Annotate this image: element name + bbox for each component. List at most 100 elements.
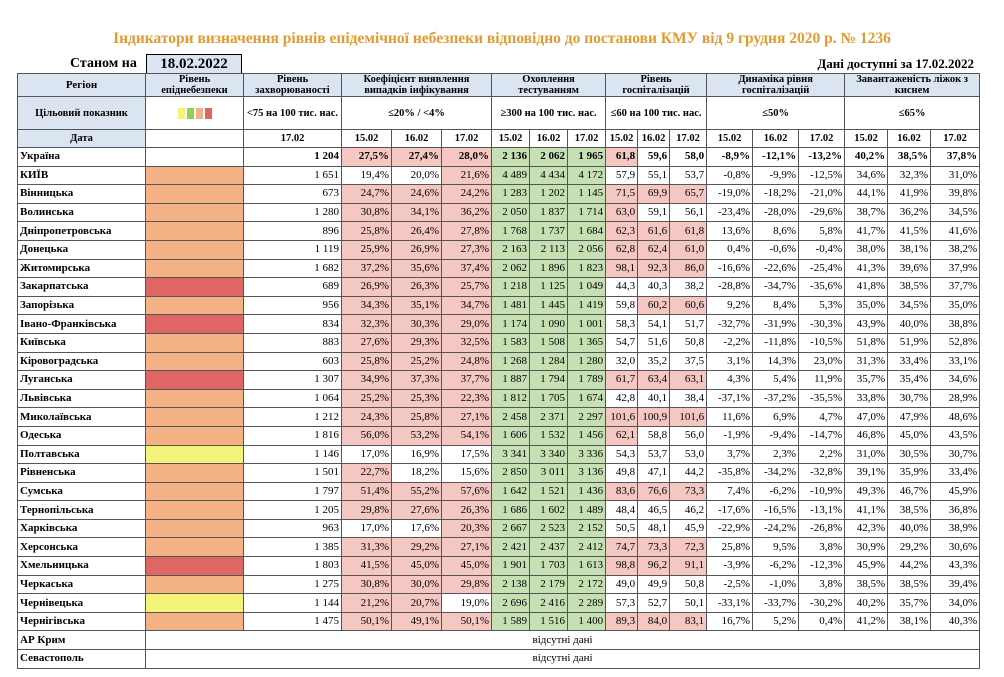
dyn-cell: -35,6% <box>798 277 846 297</box>
hosp-cell: 72,3 <box>669 537 708 558</box>
table-row: Сумська 1 797 51,4% 55,2% 57,6% 1 642 1 521 1 4… <box>17 481 981 502</box>
oxygen-cell: 29,2% <box>887 537 932 558</box>
table-row: Україна 1 204 27,5% 27,4% 28,0% 2 136 2 062 1 9… <box>17 147 981 167</box>
testing-cell: 2 412 <box>567 537 607 558</box>
detection-cell: 57,6% <box>440 481 493 502</box>
testing-cell: 1 400 <box>567 611 607 632</box>
date-column-header: 15.02 <box>706 129 754 148</box>
dyn-cell: 25,8% <box>706 537 754 558</box>
level-indicator <box>145 388 244 409</box>
testing-cell: 1 686 <box>491 500 531 520</box>
level-indicator <box>145 239 244 260</box>
testing-cell: 1 837 <box>529 202 569 223</box>
oxygen-cell: 41,7% <box>844 221 889 241</box>
oxygen-cell: 38,9% <box>930 518 981 539</box>
level-indicator <box>145 277 244 297</box>
dyn-cell: -11,8% <box>752 332 800 353</box>
hosp-cell: 50,5 <box>605 518 639 539</box>
dyn-cell: -37,2% <box>752 388 800 409</box>
detection-cell: 18,2% <box>391 463 442 483</box>
region-name: Миколаївська <box>17 407 146 427</box>
detection-cell: 50,1% <box>341 611 392 632</box>
dyn-cell: -12,3% <box>798 556 846 576</box>
oxygen-cell: 34,0% <box>930 593 981 613</box>
table-row: КИЇВ 1 651 19,4% 20,0% 21,6% 4 489 4 434 4 172 5… <box>17 165 981 186</box>
incidence-cell: 834 <box>243 314 342 334</box>
detection-cell: 25,8% <box>391 407 442 427</box>
oxygen-cell: 34,5% <box>930 202 981 223</box>
hosp-cell: 49,9 <box>637 574 671 595</box>
hosp-cell: 58,8 <box>637 425 671 446</box>
hosp-cell: 61,8 <box>669 221 708 241</box>
oxygen-cell: 39,4% <box>930 574 981 595</box>
incidence-cell: 1 385 <box>243 537 342 558</box>
dyn-cell: 13,6% <box>706 221 754 241</box>
date-column-header: 17.02 <box>798 129 846 148</box>
testing-cell: 1 516 <box>529 611 569 632</box>
dyn-cell: -0,6% <box>752 239 800 260</box>
region-name: Запорізька <box>17 295 146 316</box>
region-name: Чернівецька <box>17 593 146 613</box>
testing-cell: 1 202 <box>529 184 569 204</box>
dyn-cell: 4,3% <box>706 370 754 390</box>
hosp-cell: 74,7 <box>605 537 639 558</box>
detection-cell: 56,0% <box>341 425 392 446</box>
detection-cell: 36,2% <box>440 202 493 223</box>
oxygen-cell: 32,3% <box>887 165 932 186</box>
testing-cell: 1 901 <box>491 556 531 576</box>
oxygen-cell: 33,8% <box>844 388 889 409</box>
testing-cell: 2 113 <box>529 239 569 260</box>
testing-cell: 1 125 <box>529 277 569 297</box>
region-name: Закарпатська <box>17 277 146 297</box>
hosp-cell: 55,1 <box>637 165 671 186</box>
oxygen-cell: 49,3% <box>844 481 889 502</box>
level-indicator <box>145 518 244 539</box>
detection-cell: 17,0% <box>341 518 392 539</box>
incidence-cell: 1 275 <box>243 574 342 595</box>
dyn-cell: -12,5% <box>798 165 846 186</box>
hosp-cell: 48,4 <box>605 500 639 520</box>
hosp-cell: 73,3 <box>637 537 671 558</box>
detection-cell: 15,6% <box>440 463 493 483</box>
detection-cell: 45,0% <box>391 556 442 576</box>
incidence-cell: 1 501 <box>243 463 342 483</box>
hosp-cell: 54,1 <box>637 314 671 334</box>
header-region: Регіон <box>17 73 146 97</box>
detection-cell: 35,1% <box>391 295 442 316</box>
table-row: Київська 883 27,6% 29,3% 32,5% 1 583 1 508 1 36… <box>17 332 981 353</box>
testing-cell: 1 049 <box>567 277 607 297</box>
dyn-cell: -25,4% <box>798 258 846 279</box>
dyn-cell: -10,5% <box>798 332 846 353</box>
testing-cell: 1 768 <box>491 221 531 241</box>
oxygen-cell: 35,0% <box>930 295 981 316</box>
incidence-cell: 673 <box>243 184 342 204</box>
table-row: Луганська 1 307 34,9% 37,3% 37,7% 1 887 1 794 1… <box>17 370 981 390</box>
hosp-cell: 91,1 <box>669 556 708 576</box>
detection-cell: 27,4% <box>391 147 442 167</box>
oxygen-cell: 51,9% <box>887 332 932 353</box>
dyn-cell: -8,9% <box>706 147 754 167</box>
hosp-cell: 53,7 <box>669 165 708 186</box>
oxygen-cell: 35,7% <box>844 370 889 390</box>
testing-cell: 1 521 <box>529 481 569 502</box>
detection-cell: 29,2% <box>391 537 442 558</box>
oxygen-cell: 35,9% <box>887 463 932 483</box>
hosp-cell: 63,0 <box>605 202 639 223</box>
detection-cell: 21,2% <box>341 593 392 613</box>
target-hosp: ≤60 на 100 тис. нас. <box>605 96 708 130</box>
detection-cell: 29,8% <box>440 574 493 595</box>
detection-cell: 37,4% <box>440 258 493 279</box>
date-row: Дата 17.02 15.02 16.02 17.02 15.02 16.02 17.0… <box>17 129 981 148</box>
dyn-cell: -14,7% <box>798 425 846 446</box>
table-row: Вінницька 673 24,7% 24,6% 24,2% 1 283 1 202 1 1… <box>17 184 981 204</box>
table-row: Закарпатська 689 26,9% 26,3% 25,7% 1 218 1 125… <box>17 277 981 297</box>
region-name: Рівненська <box>17 463 146 483</box>
table-row-absent: АР Крим відсутні дані <box>17 630 981 651</box>
header-incidence: Рівень захворюваності <box>243 73 342 97</box>
dyn-cell: 8,6% <box>752 221 800 241</box>
detection-cell: 22,7% <box>341 463 392 483</box>
hosp-cell: 47,1 <box>637 463 671 483</box>
detection-cell: 27,1% <box>440 537 493 558</box>
as-of-date: 18.02.2022 <box>146 54 242 74</box>
testing-cell: 2 062 <box>529 147 569 167</box>
